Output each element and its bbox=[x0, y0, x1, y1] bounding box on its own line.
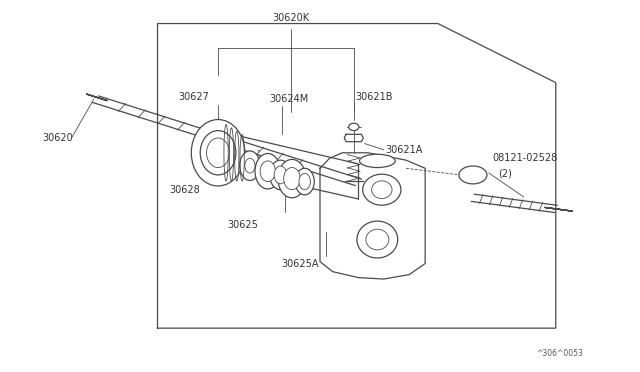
Text: 30627: 30627 bbox=[179, 92, 209, 102]
Ellipse shape bbox=[255, 154, 280, 189]
Text: (2): (2) bbox=[499, 168, 512, 178]
Ellipse shape bbox=[459, 166, 487, 184]
Ellipse shape bbox=[269, 160, 291, 190]
Text: 08121-02528: 08121-02528 bbox=[492, 153, 557, 163]
Text: 30620: 30620 bbox=[43, 133, 74, 143]
Text: 30621B: 30621B bbox=[355, 92, 392, 102]
Text: 30625: 30625 bbox=[228, 220, 259, 230]
Text: 30620K: 30620K bbox=[273, 13, 310, 23]
Text: ^306^0053: ^306^0053 bbox=[537, 350, 584, 359]
Ellipse shape bbox=[245, 158, 255, 173]
Ellipse shape bbox=[240, 151, 260, 180]
Text: 30628: 30628 bbox=[169, 185, 200, 195]
Ellipse shape bbox=[278, 160, 306, 198]
Ellipse shape bbox=[191, 119, 245, 186]
Ellipse shape bbox=[207, 138, 230, 167]
Ellipse shape bbox=[366, 229, 389, 250]
Text: 30624M: 30624M bbox=[269, 94, 308, 104]
Ellipse shape bbox=[274, 166, 287, 184]
Ellipse shape bbox=[372, 181, 392, 199]
Text: B: B bbox=[470, 170, 476, 179]
Ellipse shape bbox=[260, 161, 275, 182]
Ellipse shape bbox=[295, 168, 314, 195]
Ellipse shape bbox=[360, 154, 395, 167]
Ellipse shape bbox=[284, 167, 300, 190]
Text: 30625A: 30625A bbox=[282, 259, 319, 269]
Ellipse shape bbox=[200, 131, 236, 175]
Text: 30621A: 30621A bbox=[385, 145, 422, 155]
Ellipse shape bbox=[299, 173, 310, 190]
Ellipse shape bbox=[349, 123, 359, 131]
Ellipse shape bbox=[363, 174, 401, 205]
Ellipse shape bbox=[357, 221, 397, 258]
